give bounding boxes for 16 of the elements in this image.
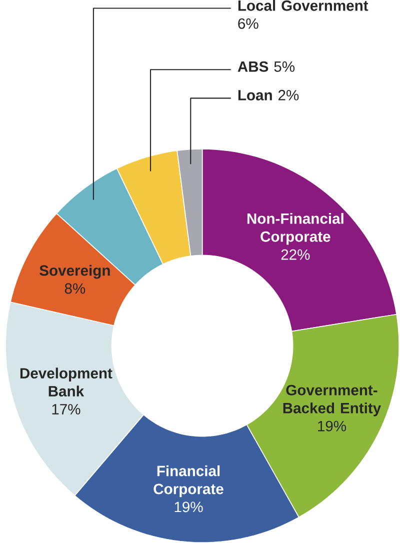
data-label: 17% xyxy=(52,404,80,414)
slice-label: Financial Corporate xyxy=(154,465,224,498)
data-label: 2% xyxy=(278,90,299,100)
slice-label: Sovereign xyxy=(40,264,110,279)
slice-label: Non-Financial Corporate xyxy=(248,212,344,245)
slice-label: Local Government xyxy=(238,0,368,11)
data-label: 5% xyxy=(274,61,295,72)
data-label: 19% xyxy=(175,502,204,512)
data-label: 22% xyxy=(282,249,310,260)
slice-label: Government-Backed Entity xyxy=(284,384,382,416)
slice-label: ABS xyxy=(238,61,268,72)
slice-label: Development Bank xyxy=(20,368,113,397)
data-label: 8% xyxy=(65,283,86,294)
slice-label: Loan xyxy=(238,90,272,100)
data-label: 19% xyxy=(318,420,346,432)
data-label: 6% xyxy=(238,18,259,29)
